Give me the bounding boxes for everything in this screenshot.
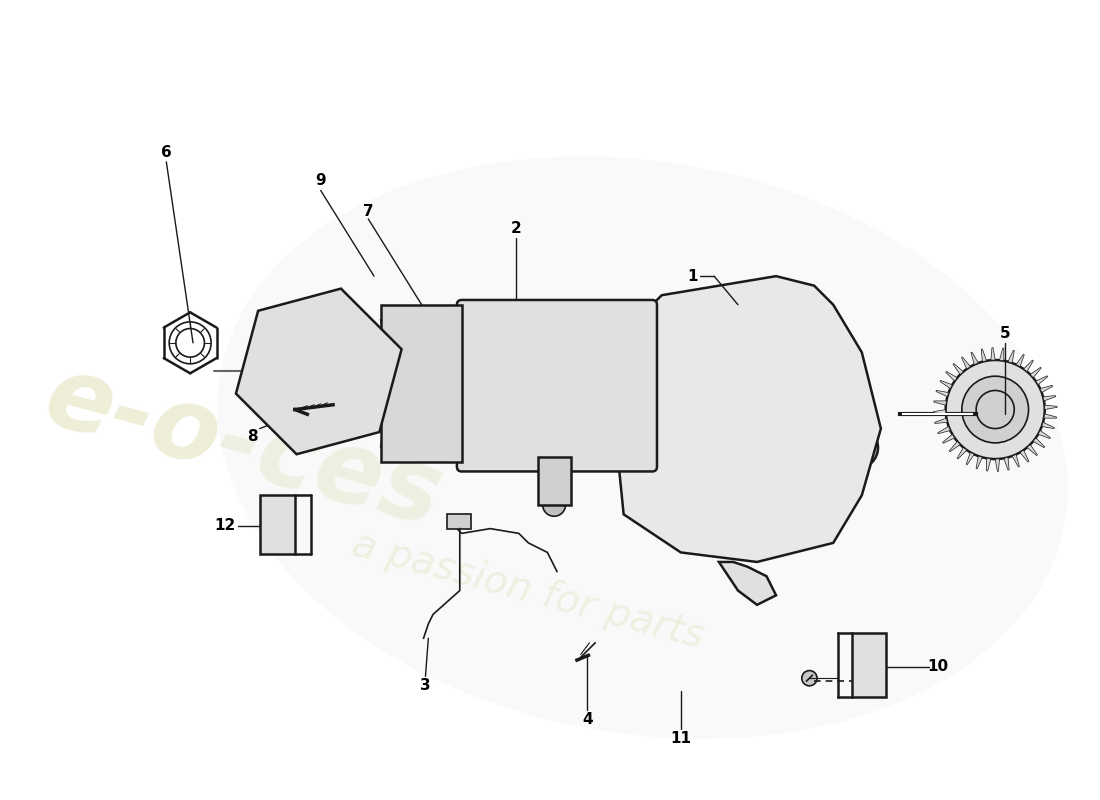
Polygon shape	[1041, 386, 1053, 393]
Polygon shape	[260, 495, 295, 554]
Polygon shape	[949, 442, 960, 452]
Polygon shape	[1020, 450, 1028, 462]
Polygon shape	[1016, 354, 1024, 366]
Circle shape	[836, 426, 878, 469]
Polygon shape	[935, 418, 947, 423]
Circle shape	[254, 334, 273, 354]
Polygon shape	[1043, 395, 1056, 401]
Circle shape	[946, 360, 1045, 459]
Polygon shape	[1044, 414, 1057, 418]
Polygon shape	[1008, 350, 1014, 363]
Circle shape	[781, 300, 810, 329]
Circle shape	[266, 406, 285, 426]
Polygon shape	[719, 562, 777, 605]
Polygon shape	[1004, 458, 1009, 470]
Circle shape	[290, 343, 348, 400]
Polygon shape	[971, 352, 978, 365]
Text: a passion for parts: a passion for parts	[349, 526, 708, 656]
Text: 1: 1	[688, 269, 697, 284]
FancyBboxPatch shape	[456, 300, 657, 471]
Text: 4: 4	[582, 712, 593, 726]
Text: 5: 5	[1000, 326, 1010, 341]
Polygon shape	[1031, 367, 1042, 378]
Polygon shape	[1045, 406, 1057, 410]
Polygon shape	[953, 363, 964, 374]
Text: 9: 9	[316, 174, 326, 188]
Text: 3: 3	[420, 678, 431, 694]
Polygon shape	[987, 458, 991, 471]
Text: 10: 10	[927, 659, 948, 674]
Circle shape	[339, 417, 358, 436]
Polygon shape	[1036, 376, 1047, 385]
Polygon shape	[1033, 438, 1045, 448]
Text: e-o-ces: e-o-ces	[34, 348, 451, 547]
Circle shape	[519, 357, 576, 414]
Polygon shape	[1024, 360, 1033, 371]
Circle shape	[961, 376, 1028, 443]
Polygon shape	[938, 426, 950, 434]
Text: 2: 2	[510, 221, 521, 236]
Polygon shape	[448, 514, 471, 529]
Text: 7: 7	[363, 204, 374, 219]
Text: 8: 8	[246, 429, 257, 444]
Text: 6: 6	[161, 145, 172, 160]
Polygon shape	[1012, 454, 1020, 467]
Polygon shape	[614, 276, 881, 562]
Polygon shape	[961, 357, 970, 369]
Polygon shape	[943, 434, 955, 443]
Polygon shape	[981, 349, 987, 362]
Circle shape	[802, 670, 817, 686]
Polygon shape	[940, 381, 953, 389]
Polygon shape	[936, 390, 948, 397]
Polygon shape	[976, 456, 982, 469]
Polygon shape	[991, 348, 996, 360]
Circle shape	[371, 351, 389, 370]
Circle shape	[495, 334, 600, 438]
Polygon shape	[538, 457, 571, 505]
Polygon shape	[1027, 445, 1037, 455]
Polygon shape	[946, 371, 957, 381]
Circle shape	[542, 494, 565, 516]
Text: 12: 12	[214, 518, 236, 534]
Ellipse shape	[218, 157, 1068, 738]
Polygon shape	[381, 305, 462, 462]
Polygon shape	[1042, 422, 1055, 429]
Polygon shape	[996, 459, 1000, 471]
Polygon shape	[852, 634, 886, 698]
Polygon shape	[957, 447, 967, 459]
Polygon shape	[1038, 430, 1050, 438]
Text: 11: 11	[670, 730, 691, 746]
Circle shape	[466, 305, 628, 466]
Polygon shape	[235, 289, 402, 454]
Polygon shape	[1000, 348, 1004, 361]
Circle shape	[318, 301, 337, 320]
Polygon shape	[966, 453, 975, 465]
Polygon shape	[934, 401, 946, 406]
Circle shape	[749, 516, 783, 550]
Polygon shape	[933, 410, 946, 414]
